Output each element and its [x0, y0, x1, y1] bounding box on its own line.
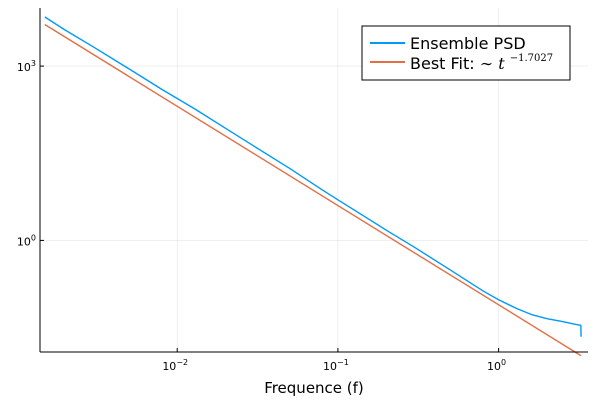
x-tick-label: 10−1: [323, 358, 349, 373]
x-tick-exponent: −2: [176, 358, 188, 367]
x-tick-base: 10: [162, 360, 176, 373]
y-tick-label: 100: [17, 233, 36, 248]
y-tick-label: 103: [17, 59, 36, 74]
x-tick-label: 10−2: [162, 358, 188, 373]
legend-label-best-fit: Best Fit: ∼ t −1.7027: [410, 53, 553, 73]
x-ticks: 10−2 10−1 100: [162, 348, 506, 373]
axes: [39, 8, 588, 353]
legend-best-fit-exponent: −1.7027: [510, 53, 553, 64]
x-tick-base: 10: [323, 360, 337, 373]
y-tick-base: 10: [17, 61, 31, 74]
x-axis-title: Frequence (f): [264, 379, 364, 397]
series-line-ensemble-psd: [44, 16, 582, 337]
x-tick-exponent: 0: [501, 358, 506, 367]
y-tick-exponent: 0: [31, 233, 36, 242]
x-tick-base: 10: [487, 360, 501, 373]
legend-best-fit-text: Best Fit:: [410, 54, 480, 73]
legend: Ensemble PSD Best Fit: ∼ t −1.7027: [361, 25, 571, 81]
legend-box: [361, 25, 571, 81]
series-line-best-fit: [44, 23, 582, 357]
legend-label-ensemble-psd: Ensemble PSD: [410, 34, 526, 53]
series-layer: [44, 16, 582, 357]
y-tick-exponent: 3: [31, 59, 36, 68]
x-tick-exponent: −1: [337, 358, 349, 367]
x-tick-label: 100: [487, 358, 506, 373]
y-tick-base: 10: [17, 235, 31, 248]
legend-best-fit-math: ∼ t: [480, 54, 505, 73]
